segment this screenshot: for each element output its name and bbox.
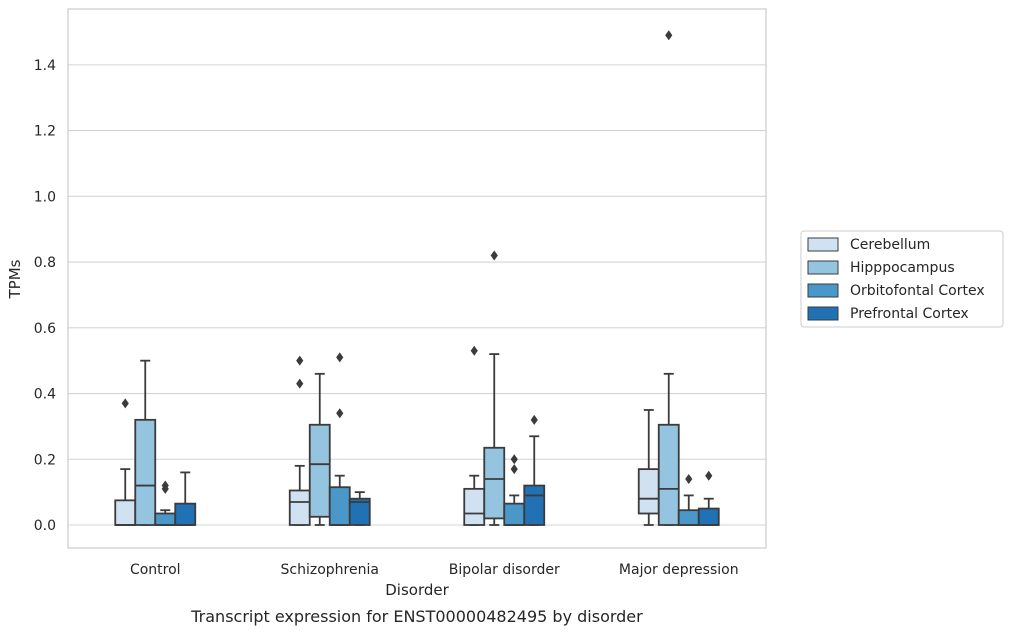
box-body xyxy=(463,487,486,526)
y-tick-label: 0.2 xyxy=(34,452,56,468)
legend-label: Hipppocampus xyxy=(850,260,955,276)
legend-item: Cerebellum xyxy=(807,237,930,253)
legend-frame xyxy=(800,230,1004,328)
box-body xyxy=(483,446,506,520)
box-body xyxy=(697,507,720,526)
outlier-point xyxy=(296,355,304,366)
box xyxy=(483,250,506,526)
box-body xyxy=(134,418,157,526)
outlier-point xyxy=(336,408,344,419)
box-body xyxy=(523,484,546,526)
box xyxy=(154,480,177,526)
box-body xyxy=(308,423,331,518)
box-body xyxy=(503,502,526,526)
x-tick-label: Control xyxy=(130,562,181,578)
legend-item: Prefrontal Cortex xyxy=(807,306,969,322)
outlier-point xyxy=(510,464,518,475)
box xyxy=(174,471,197,526)
y-tick-label: 0.0 xyxy=(34,518,56,534)
box-body xyxy=(288,489,311,526)
outlier-point xyxy=(510,454,518,465)
outlier-point xyxy=(705,470,713,481)
y-axis-label: TPMs xyxy=(6,259,24,299)
box xyxy=(288,355,311,526)
box-body xyxy=(348,497,371,526)
box-body xyxy=(174,502,197,526)
box xyxy=(697,470,720,526)
legend: Cerebellum Hipppocampus Orbitofontal Corte… xyxy=(800,230,1004,328)
legend-swatch xyxy=(807,237,839,252)
legend-label: Orbitofontal Cortex xyxy=(850,283,985,299)
x-tick-label: Bipolar disorder xyxy=(449,562,560,578)
box-body xyxy=(328,486,351,526)
legend-label: Prefrontal Cortex xyxy=(850,306,969,322)
legend-swatch xyxy=(807,260,839,275)
y-tick-label: 0.8 xyxy=(34,255,56,271)
box-body xyxy=(637,468,660,515)
outlier-point xyxy=(685,473,693,484)
box xyxy=(657,372,680,526)
plot-frame xyxy=(67,8,767,549)
plot-area xyxy=(114,30,720,526)
box xyxy=(523,414,546,526)
outlier-point xyxy=(470,345,478,356)
x-axis-label: Disorder xyxy=(385,581,449,599)
box-body xyxy=(114,499,137,526)
y-tick-label: 1.4 xyxy=(34,58,56,74)
box xyxy=(503,454,526,526)
outlier-point xyxy=(161,480,169,491)
box xyxy=(637,409,660,526)
box xyxy=(463,345,486,526)
y-axis-ticks: 0.0 0.2 0.4 0.6 0.8 1.0 1.2 1.4 xyxy=(34,58,56,534)
box xyxy=(348,491,371,526)
legend-swatch xyxy=(807,306,839,321)
y-tick-label: 0.6 xyxy=(34,321,56,337)
grid-lines xyxy=(68,64,766,526)
x-tick-label: Major depression xyxy=(619,562,739,578)
legend-item: Hipppocampus xyxy=(807,260,955,276)
box xyxy=(114,398,137,526)
box-body xyxy=(154,512,177,526)
outlier-point xyxy=(665,30,673,41)
box xyxy=(328,352,351,526)
x-tick-label: Schizophrenia xyxy=(281,562,379,578)
legend-label: Cerebellum xyxy=(850,237,930,253)
legend-swatch xyxy=(807,283,839,298)
box xyxy=(134,359,157,526)
legend-item: Orbitofontal Cortex xyxy=(807,283,985,299)
chart-caption: Transcript expression for ENST0000048249… xyxy=(190,607,643,626)
outlier-point xyxy=(490,250,498,261)
outlier-point xyxy=(296,378,304,389)
outlier-point xyxy=(336,352,344,363)
box xyxy=(308,372,331,526)
y-tick-label: 1.2 xyxy=(34,124,56,140)
y-tick-label: 1.0 xyxy=(34,189,56,205)
box xyxy=(677,473,700,526)
x-axis-ticks: Control Schizophrenia Bipolar disorder Majo… xyxy=(130,562,739,578)
box-body xyxy=(657,423,680,526)
outlier-point xyxy=(530,414,538,425)
box-body xyxy=(677,509,700,526)
y-tick-label: 0.4 xyxy=(34,387,56,403)
outlier-point xyxy=(121,398,129,409)
